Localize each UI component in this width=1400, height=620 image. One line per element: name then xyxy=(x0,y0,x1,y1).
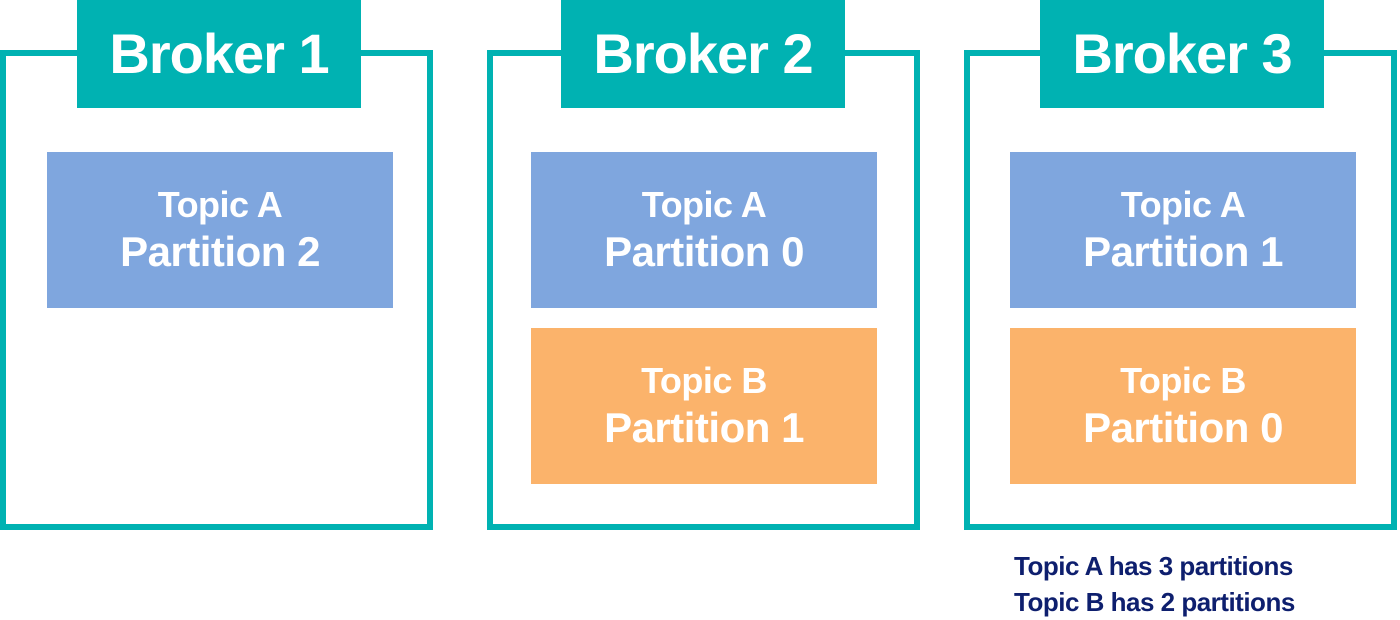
partition-number-label: Partition 0 xyxy=(604,228,804,275)
legend-line-topic-a: Topic A has 3 partitions xyxy=(1014,551,1293,581)
partition-topic-label: Topic B xyxy=(641,360,767,401)
broker-1-partition-topic-a: Topic A Partition 2 xyxy=(47,152,393,308)
partition-number-label: Partition 2 xyxy=(120,228,320,275)
partition-number-label: Partition 1 xyxy=(1083,228,1283,275)
broker-2-partition-topic-a: Topic A Partition 0 xyxy=(531,152,877,308)
partition-topic-label: Topic A xyxy=(641,184,767,225)
broker-2-partition-topic-b: Topic B Partition 1 xyxy=(531,328,877,484)
legend-line-topic-b: Topic B has 2 partitions xyxy=(1014,587,1295,617)
partition-topic-label: Topic A xyxy=(1120,184,1246,225)
partition-topic-label: Topic B xyxy=(1120,360,1246,401)
partition-count-legend: Topic A has 3 partitions Topic B has 2 p… xyxy=(1014,548,1295,620)
broker-2-title: Broker 2 xyxy=(561,0,845,108)
broker-3-partition-topic-b: Topic B Partition 0 xyxy=(1010,328,1356,484)
broker-3-title: Broker 3 xyxy=(1040,0,1324,108)
broker-1-title: Broker 1 xyxy=(77,0,361,108)
partition-number-label: Partition 1 xyxy=(604,404,804,451)
partition-topic-label: Topic A xyxy=(157,184,283,225)
partition-number-label: Partition 0 xyxy=(1083,404,1283,451)
broker-3-partition-topic-a: Topic A Partition 1 xyxy=(1010,152,1356,308)
